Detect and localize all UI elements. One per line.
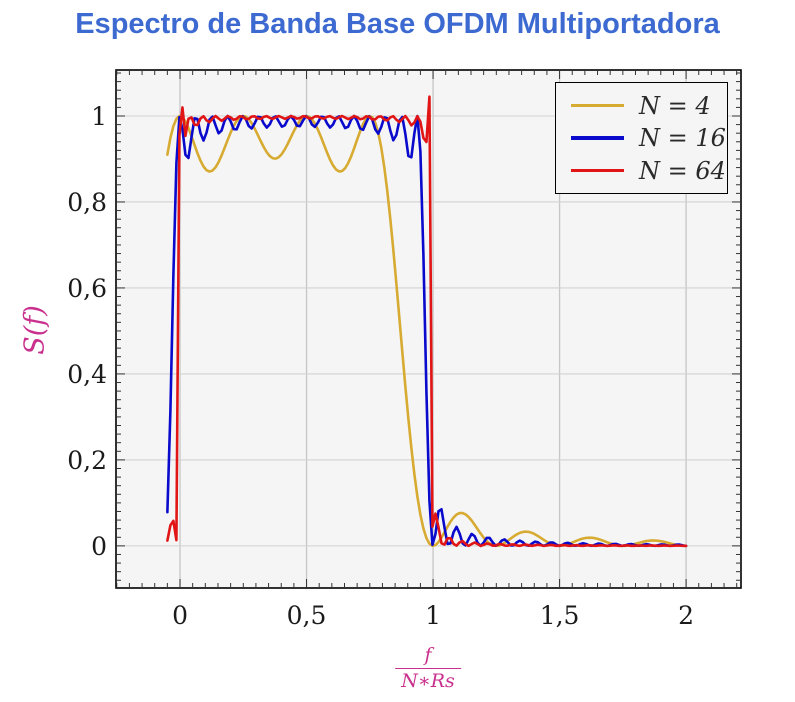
legend-line-sample-n64: [571, 168, 624, 173]
legend-line-sample-n16: [571, 136, 624, 140]
y-tick-label: 0: [91, 532, 107, 561]
y-axis-label: S(f): [19, 305, 51, 355]
legend-label-n64: N = 64: [639, 156, 726, 185]
y-tick-label: 0,2: [67, 446, 107, 475]
x-tick-label: 1: [425, 601, 441, 630]
x-tick-label: 1,5: [540, 601, 580, 630]
series-line-64: [166, 95, 688, 548]
x-tick-label: 0,5: [287, 601, 327, 630]
legend-label-n4: N = 4: [639, 91, 711, 120]
legend: N = 4 N = 16 N = 64: [555, 82, 728, 194]
legend-line-sample-n4: [571, 103, 624, 108]
y-tick-label: 0,6: [67, 274, 107, 303]
x-tick-label: 2: [678, 601, 694, 630]
x-axis-label-denominator: N∗Rs: [395, 667, 461, 693]
y-tick-label: 0,8: [67, 188, 107, 217]
series-line-4: [166, 114, 688, 548]
plot-frame: [115, 69, 742, 589]
legend-entry-n4: N = 4: [571, 92, 719, 120]
chart-title: Espectro de Banda Base OFDM Multiportado…: [75, 8, 720, 40]
legend-entry-n16: N = 16: [571, 124, 726, 152]
legend-entry-n64: N = 64: [571, 157, 726, 185]
x-axis-label: f N∗Rs: [395, 644, 461, 693]
x-tick-label: 0: [172, 601, 188, 630]
x-axis-label-numerator: f: [424, 644, 432, 666]
y-tick-label: 1: [91, 102, 107, 131]
legend-label-n16: N = 16: [639, 124, 726, 152]
y-tick-label: 0,4: [67, 360, 107, 389]
